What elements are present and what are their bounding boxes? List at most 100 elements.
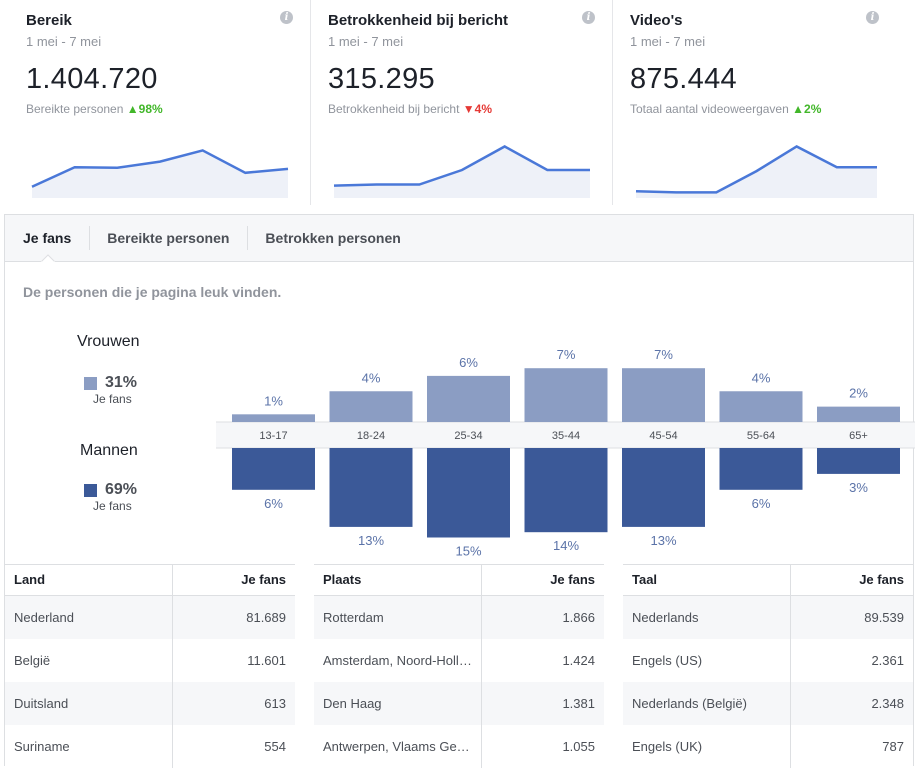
- row-name: Engels (US): [623, 639, 791, 682]
- bar-women-label: 4%: [752, 370, 771, 385]
- info-icon[interactable]: i: [582, 11, 595, 24]
- active-tab-indicator-icon: [41, 254, 55, 262]
- legend-men-sub: Je fans: [93, 499, 132, 513]
- column-header-name[interactable]: Land: [5, 565, 173, 595]
- bar-men[interactable]: [817, 448, 900, 474]
- info-icon[interactable]: i: [866, 11, 879, 24]
- card-subtitle: Totaal aantal videoweergaven ▲2%: [630, 102, 918, 116]
- bar-women-label: 7%: [654, 347, 673, 362]
- demographics-panel: Je fans Bereikte personen Betrokken pers…: [4, 214, 915, 768]
- bar-women-label: 4%: [362, 370, 381, 385]
- card-date-range: 1 mei - 7 mei: [630, 34, 706, 49]
- bar-men-label: 15%: [455, 544, 481, 559]
- table-row: Nederland 81.689: [5, 596, 295, 639]
- table-row: Engels (US) 2.361: [623, 639, 913, 682]
- table-language: Taal Je fans Nederlands 89.539 Engels (US) 2.…: [623, 564, 913, 768]
- table-row: België 11.601: [5, 639, 295, 682]
- card-post-engagement[interactable]: Betrokkenheid bij bericht 1 mei - 7 mei …: [310, 0, 612, 210]
- table-header: Land Je fans: [5, 564, 295, 596]
- row-fans-count: 613: [264, 696, 286, 711]
- card-value: 315.295: [328, 63, 435, 95]
- card-reach[interactable]: Bereik 1 mei - 7 mei 1.404.720 Bereikte …: [0, 0, 310, 210]
- bar-men-label: 13%: [650, 533, 676, 548]
- delta-up-badge: ▲2%: [792, 102, 821, 116]
- row-name: Nederlands (België): [623, 682, 791, 725]
- table-row: Duitsland 613: [5, 682, 295, 725]
- info-icon[interactable]: i: [280, 11, 293, 24]
- bar-men[interactable]: [524, 448, 608, 533]
- row-fans-count: 554: [264, 739, 286, 754]
- table-header: Taal Je fans: [623, 564, 913, 596]
- table-city: Plaats Je fans Rotterdam 1.866 Amsterdam, No…: [314, 564, 604, 768]
- age-category-label: 18-24: [357, 430, 385, 442]
- column-header-name[interactable]: Taal: [623, 565, 791, 595]
- row-name: Engels (UK): [623, 725, 791, 768]
- tab-je-fans[interactable]: Je fans: [23, 230, 72, 246]
- age-gender-chart: 1% 6% 13-17 4% 13% 18-24 6% 15% 25-34 7% 14% 35-44 7…: [216, 347, 915, 559]
- bar-men[interactable]: [329, 448, 413, 527]
- bar-women[interactable]: [427, 375, 510, 422]
- legend-women-sub: Je fans: [93, 392, 132, 406]
- card-value: 875.444: [630, 63, 737, 95]
- table-row: Nederlands 89.539: [623, 596, 913, 639]
- sparkline-line: [31, 149, 289, 188]
- row-fans-count: 2.361: [871, 653, 904, 668]
- bar-men-label: 14%: [553, 538, 579, 553]
- table-row: Nederlands (België) 2.348: [623, 682, 913, 725]
- row-fans-count: 1.055: [562, 739, 595, 754]
- bar-women[interactable]: [719, 391, 803, 422]
- legend-men-swatch: [84, 484, 97, 497]
- fan-tables: Land Je fans Nederland 81.689 België 11.601 Du…: [5, 564, 915, 768]
- row-name: Rotterdam: [314, 596, 482, 639]
- row-name: Amsterdam, Noord-Holl…: [314, 639, 482, 682]
- legend-women-label: Vrouwen: [77, 333, 140, 350]
- column-header-fans[interactable]: Je fans: [241, 572, 286, 587]
- row-name: Nederlands: [623, 596, 791, 639]
- bar-men-label: 3%: [849, 480, 868, 495]
- card-title: Betrokkenheid bij bericht: [328, 12, 509, 29]
- legend-men-pct: 69%: [105, 481, 138, 498]
- card-videos[interactable]: Video's 1 mei - 7 mei 875.444 Totaal aan…: [612, 0, 918, 210]
- table-row: Den Haag 1.381: [314, 682, 604, 725]
- bar-women[interactable]: [524, 368, 608, 422]
- row-name: België: [5, 639, 173, 682]
- bar-men[interactable]: [622, 448, 705, 527]
- table-row: Suriname 554: [5, 725, 295, 768]
- row-name: Nederland: [5, 596, 173, 639]
- legend-men: 69%: [84, 481, 137, 499]
- bar-women[interactable]: [232, 414, 315, 422]
- delta-value: 98%: [138, 102, 163, 116]
- bar-women[interactable]: [622, 368, 705, 422]
- column-header-name[interactable]: Plaats: [314, 565, 482, 595]
- tab-betrokken-personen[interactable]: Betrokken personen: [247, 226, 418, 250]
- bar-women-label: 6%: [459, 355, 478, 370]
- legend-women-swatch: [84, 377, 97, 390]
- bar-men[interactable]: [232, 448, 315, 490]
- bar-men[interactable]: [427, 448, 510, 538]
- age-category-label: 45-54: [649, 430, 677, 442]
- row-fans-count: 1.424: [562, 653, 595, 668]
- sparkline-chart: [333, 145, 590, 198]
- triangle-up-icon: ▲: [792, 102, 805, 116]
- bar-women-label: 2%: [849, 386, 868, 401]
- sparkline-area: [334, 146, 590, 198]
- column-header-fans[interactable]: Je fans: [550, 572, 595, 587]
- bar-women-label: 1%: [264, 393, 283, 408]
- card-date-range: 1 mei - 7 mei: [328, 34, 404, 49]
- column-header-fans[interactable]: Je fans: [859, 572, 904, 587]
- bar-women[interactable]: [329, 391, 413, 422]
- card-subtitle-text: Totaal aantal videoweergaven: [630, 102, 789, 116]
- row-fans-count: 89.539: [864, 610, 904, 625]
- bar-men[interactable]: [719, 448, 803, 490]
- table-row: Amsterdam, Noord-Holl… 1.424: [314, 639, 604, 682]
- card-subtitle-text: Betrokkenheid bij bericht: [328, 102, 460, 116]
- age-category-label: 25-34: [454, 430, 482, 442]
- row-fans-count: 787: [882, 739, 904, 754]
- delta-up-badge: ▲98%: [127, 102, 163, 116]
- tab-bereikte-personen[interactable]: Bereikte personen: [89, 226, 247, 250]
- age-category-label: 35-44: [552, 430, 580, 442]
- bar-women-label: 7%: [557, 347, 576, 362]
- bar-men-label: 6%: [752, 496, 771, 511]
- bar-men-label: 6%: [264, 496, 283, 511]
- bar-women[interactable]: [817, 406, 900, 422]
